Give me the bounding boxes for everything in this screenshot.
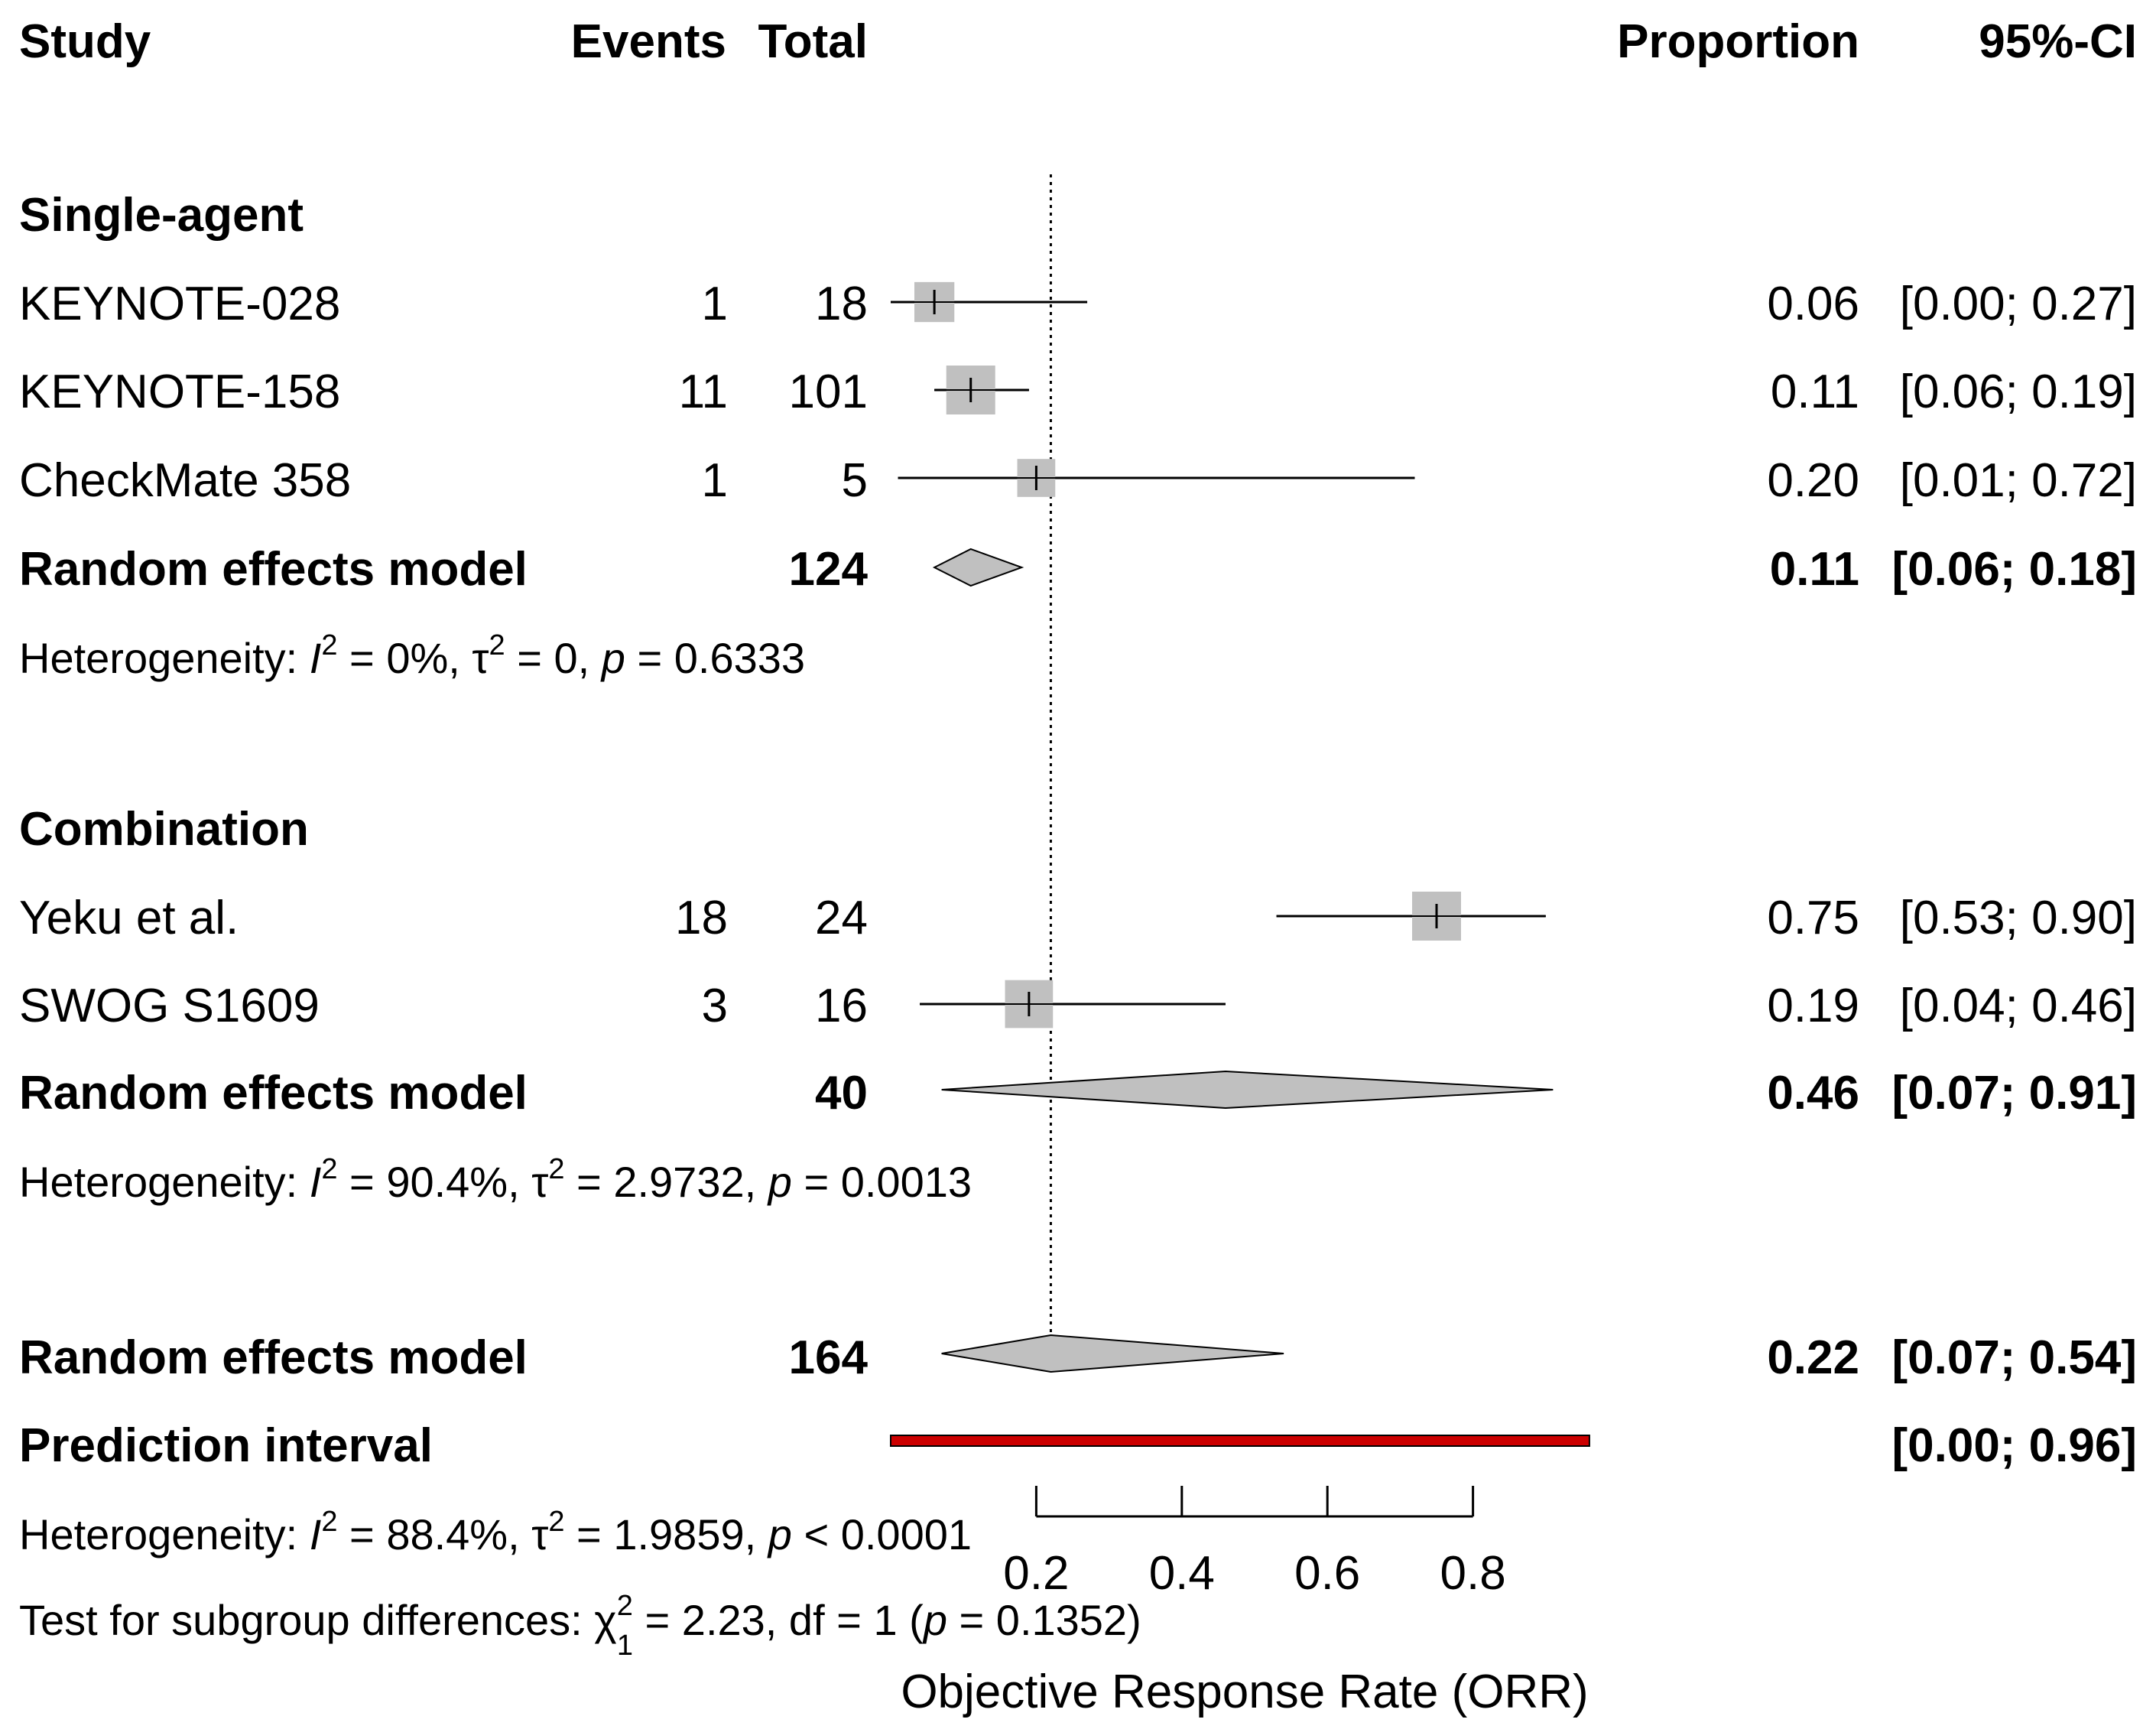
model-label: Random effects model xyxy=(19,543,528,596)
study-events: 1 xyxy=(702,454,728,507)
study-name: CheckMate 358 xyxy=(19,454,351,507)
model-label: Random effects model xyxy=(19,1067,528,1120)
study-row: SWOG S1609 3 16 0.19 [0.04; 0.46] xyxy=(19,980,2137,1032)
header-proportion: Proportion xyxy=(1617,15,1859,68)
x-axis: 0.2 0.4 0.6 0.8 xyxy=(1003,1486,1506,1600)
study-total: 18 xyxy=(815,278,868,330)
x-tick-label: 0.2 xyxy=(1003,1547,1069,1600)
plot-marks xyxy=(890,174,1590,1447)
summary-diamond xyxy=(941,1070,1554,1110)
header-events: Events xyxy=(571,15,726,68)
x-axis-label: Objective Response Rate (ORR) xyxy=(901,1666,1588,1718)
subgroup-label-combination: Combination xyxy=(19,803,309,856)
study-ci: [0.01; 0.72] xyxy=(1900,454,2137,507)
model-label: Random effects model xyxy=(19,1331,528,1384)
header-total: Total xyxy=(758,15,869,68)
study-events: 11 xyxy=(679,366,728,418)
model-row: Random effects model 164 0.22 [0.07; 0.5… xyxy=(19,1331,2137,1384)
model-proportion: 0.22 xyxy=(1767,1331,1859,1384)
study-proportion: 0.75 xyxy=(1767,892,1859,944)
model-ci: [0.06; 0.18] xyxy=(1891,543,2137,596)
study-total: 24 xyxy=(815,892,868,944)
study-row: KEYNOTE-158 11 101 0.11 [0.06; 0.19] xyxy=(19,366,2137,418)
study-row: CheckMate 358 1 5 0.20 [0.01; 0.72] xyxy=(19,454,2137,507)
heterogeneity-text: Heterogeneity: I2 = 0%, τ2 = 0, p = 0.63… xyxy=(19,629,805,682)
study-ci: [0.53; 0.90] xyxy=(1900,892,2137,944)
study-events: 18 xyxy=(675,892,728,944)
x-tick-label: 0.6 xyxy=(1294,1547,1360,1600)
study-proportion: 0.19 xyxy=(1767,980,1859,1032)
study-ci: [0.00; 0.27] xyxy=(1900,278,2137,330)
model-total: 124 xyxy=(789,543,869,596)
subgroup-label-single-agent: Single-agent xyxy=(19,189,304,242)
study-row: KEYNOTE-028 1 18 0.06 [0.00; 0.27] xyxy=(19,278,2137,330)
study-name: KEYNOTE-158 xyxy=(19,366,340,418)
study-ci: [0.06; 0.19] xyxy=(1900,366,2137,418)
model-ci: [0.07; 0.54] xyxy=(1891,1331,2137,1384)
study-total: 101 xyxy=(789,366,868,418)
x-tick-label: 0.4 xyxy=(1149,1547,1215,1600)
heterogeneity-text: Heterogeneity: I2 = 88.4%, τ2 = 1.9859, … xyxy=(19,1506,972,1558)
summary-diamond xyxy=(932,548,1024,587)
model-total: 40 xyxy=(815,1067,868,1120)
subgroup-test-text: Test for subgroup differences: χ2 1 = 2.2… xyxy=(19,1590,1141,1662)
study-total: 16 xyxy=(815,980,868,1032)
prediction-label: Prediction interval xyxy=(19,1419,433,1472)
header-ci: 95%-CI xyxy=(1979,15,2137,68)
prediction-interval-bar xyxy=(890,1435,1590,1447)
x-tick-label: 0.8 xyxy=(1440,1547,1505,1600)
study-proportion: 0.06 xyxy=(1767,278,1859,330)
study-total: 5 xyxy=(842,454,868,507)
study-proportion: 0.20 xyxy=(1767,454,1859,507)
study-ci: [0.04; 0.46] xyxy=(1900,980,2137,1032)
model-ci: [0.07; 0.91] xyxy=(1891,1067,2137,1120)
study-events: 3 xyxy=(702,980,728,1032)
study-events: 1 xyxy=(702,278,728,330)
heterogeneity-text: Heterogeneity: I2 = 90.4%, τ2 = 2.9732, … xyxy=(19,1153,972,1206)
study-name: SWOG S1609 xyxy=(19,980,320,1032)
prediction-ci: [0.00; 0.96] xyxy=(1891,1419,2137,1472)
summary-diamond xyxy=(941,1334,1284,1373)
model-proportion: 0.11 xyxy=(1770,543,1859,596)
model-row: Random effects model 40 0.46 [0.07; 0.91… xyxy=(19,1067,2137,1120)
study-proportion: 0.11 xyxy=(1771,366,1859,418)
study-row: Yeku et al. 18 24 0.75 [0.53; 0.90] xyxy=(19,892,2137,944)
study-name: Yeku et al. xyxy=(19,892,239,944)
study-name: KEYNOTE-028 xyxy=(19,278,340,330)
header-study: Study xyxy=(19,15,151,68)
prediction-row: Prediction interval [0.00; 0.96] xyxy=(19,1419,2137,1472)
model-proportion: 0.46 xyxy=(1767,1067,1859,1120)
model-row: Random effects model 124 0.11 [0.06; 0.1… xyxy=(19,543,2137,596)
model-total: 164 xyxy=(789,1331,869,1384)
